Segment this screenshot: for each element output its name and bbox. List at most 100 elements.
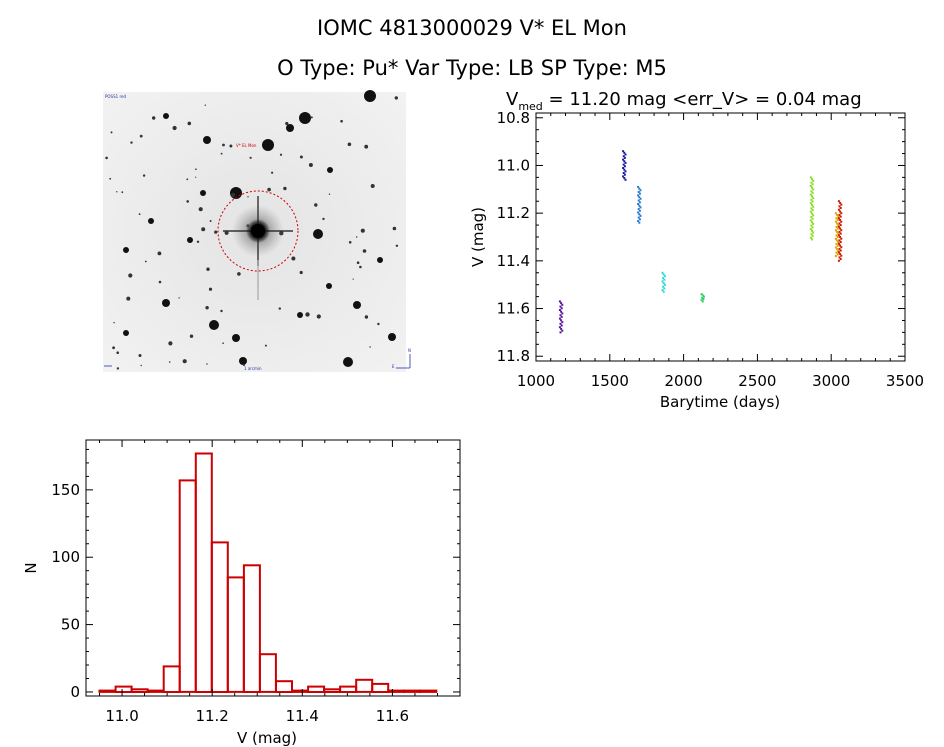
data-point: [662, 277, 665, 279]
hist-y-tick-label: 100: [51, 548, 80, 566]
data-point: [809, 219, 812, 222]
data-point: [811, 183, 814, 186]
data-point: [836, 219, 839, 221]
histogram-bar: [307, 685, 326, 693]
histogram-bar: [242, 564, 261, 693]
y-axis-label: V (mag): [469, 207, 487, 267]
chart-title-suffix: = 11.20 mag <err_V> = 0.04 mag: [543, 89, 862, 110]
data-point: [839, 207, 842, 209]
field-star: [326, 283, 332, 289]
field-star: [327, 167, 333, 173]
field-star: [116, 191, 118, 193]
field-star: [285, 121, 289, 126]
histogram-axes: 11.0 11.2 11.4 11.6 0 50 100 150: [51, 440, 460, 725]
field-star: [109, 177, 112, 180]
data-point: [837, 208, 840, 211]
field-star: [364, 90, 376, 102]
chart-title-prefix: V: [506, 89, 519, 110]
field-star: [182, 359, 187, 364]
x-tick-label: 3000: [812, 372, 850, 390]
data-point: [838, 256, 841, 259]
histogram-bar: [275, 680, 293, 694]
field-star: [168, 361, 171, 363]
x-axis-label: Barytime (days): [660, 393, 780, 411]
histogram-bar: [226, 576, 245, 693]
data-point: [662, 290, 665, 293]
data-point: [559, 331, 562, 334]
data-point: [839, 258, 842, 261]
histogram-bar: [162, 665, 181, 694]
data-point: [839, 219, 842, 221]
data-point: [838, 230, 841, 233]
histogram-bar: [258, 653, 277, 693]
data-point: [838, 239, 841, 242]
data-point: [809, 236, 812, 239]
data-point: [637, 203, 640, 205]
data-point: [700, 299, 703, 302]
hist-x-axis-label: V (mag): [237, 729, 297, 747]
data-point: [810, 233, 813, 236]
y-tick-label: 11.4: [497, 252, 530, 270]
data-point: [624, 178, 627, 181]
data-point: [811, 221, 813, 224]
field-star: [187, 237, 193, 243]
x-tick-label: 2000: [665, 372, 703, 390]
field-star: [158, 280, 162, 284]
field-star: [340, 119, 343, 123]
chart-title-subscript: med: [518, 100, 542, 113]
histogram-bar: [210, 541, 229, 694]
field-star: [204, 104, 206, 106]
data-point: [839, 241, 842, 244]
light-curve-chart: Vmed = 11.20 mag <err_V> = 0.04 mag 1000…: [469, 89, 924, 411]
field-star: [364, 144, 369, 149]
data-point: [837, 232, 840, 235]
data-point: [638, 218, 641, 221]
data-point: [560, 310, 563, 313]
data-point: [560, 315, 563, 318]
light-curve-frame: [535, 112, 906, 362]
data-point: [809, 210, 812, 213]
histogram-bar: [339, 685, 358, 693]
field-star: [110, 131, 113, 134]
field-star: [203, 136, 211, 144]
data-point: [836, 248, 839, 251]
hist-y-tick-label: 150: [51, 481, 80, 499]
field-star: [130, 141, 133, 144]
data-point: [623, 160, 626, 163]
field-star: [267, 187, 271, 192]
field-star: [205, 306, 209, 310]
histogram-bar: [323, 688, 342, 693]
data-point: [840, 220, 843, 223]
data-point: [837, 234, 840, 237]
data-point: [663, 278, 666, 281]
data-point: [809, 202, 812, 205]
data-point: [834, 255, 837, 258]
field-star: [195, 176, 197, 178]
data-point: [840, 246, 843, 249]
data-point: [810, 181, 813, 184]
field-star: [187, 121, 192, 126]
data-point: [811, 238, 813, 241]
field-star: [359, 265, 362, 269]
field-star: [322, 217, 325, 221]
histogram-bar: [387, 689, 406, 693]
data-point: [809, 193, 812, 196]
data-point: [811, 186, 813, 189]
data-point: [811, 217, 814, 220]
data-point: [637, 220, 640, 222]
data-point: [558, 326, 561, 329]
field-star: [388, 333, 396, 341]
data-point: [839, 215, 842, 218]
data-point: [840, 212, 843, 215]
light-curve-points: [558, 150, 843, 334]
data-point: [837, 217, 840, 220]
field-star: [271, 171, 274, 174]
field-star: [394, 96, 398, 100]
field-star: [299, 155, 303, 159]
data-point: [836, 244, 839, 247]
y-tick-label: 10.8: [497, 109, 530, 127]
data-point: [837, 242, 840, 245]
data-point: [834, 246, 837, 249]
field-star: [360, 228, 365, 233]
data-point: [559, 305, 562, 308]
